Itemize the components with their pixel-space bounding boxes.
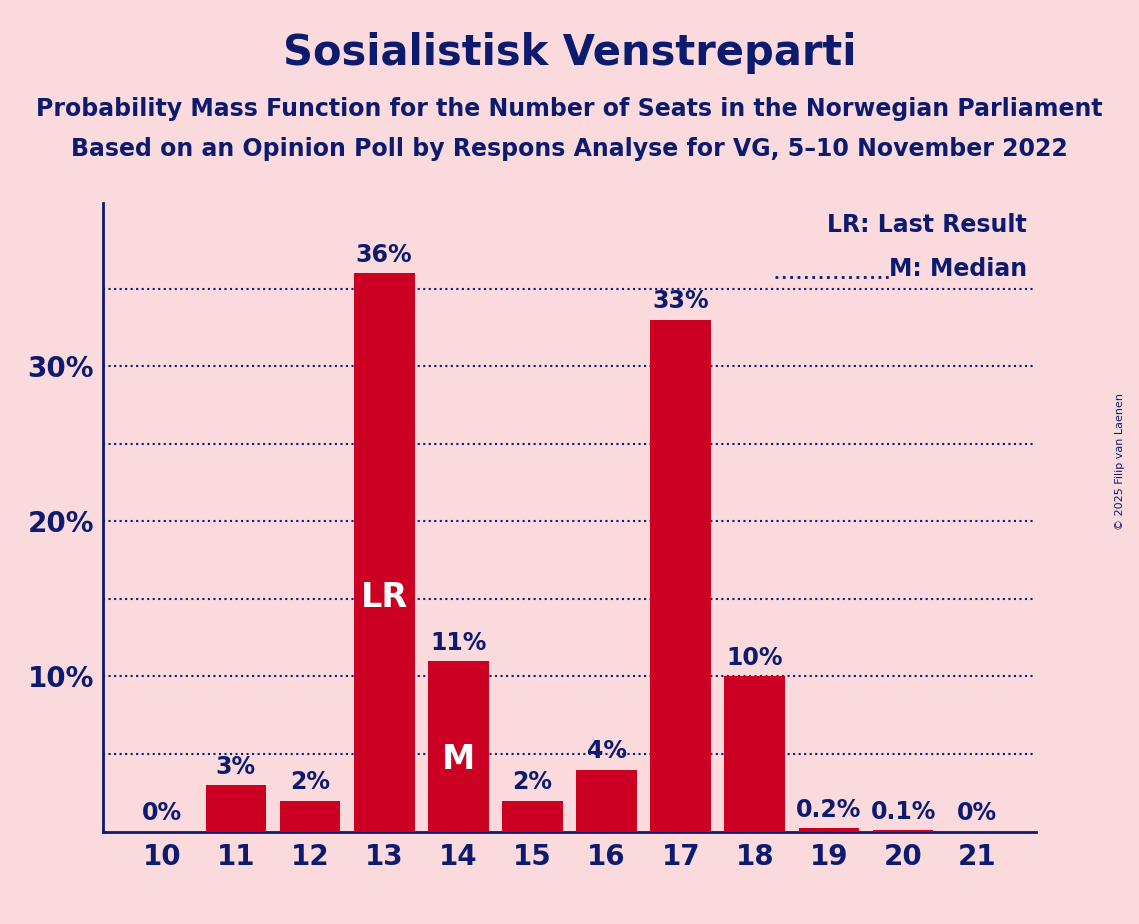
Text: 10%: 10%	[727, 646, 784, 670]
Bar	[502, 800, 563, 832]
Text: LR: Last Result: LR: Last Result	[827, 213, 1027, 237]
Text: 0%: 0%	[141, 801, 182, 825]
Text: 4%: 4%	[587, 739, 626, 763]
Bar	[428, 661, 489, 832]
Text: 11%: 11%	[431, 631, 486, 655]
Bar	[724, 676, 785, 832]
Bar	[872, 830, 934, 832]
Text: 0%: 0%	[957, 801, 998, 825]
Text: Probability Mass Function for the Number of Seats in the Norwegian Parliament: Probability Mass Function for the Number…	[36, 97, 1103, 121]
Text: Based on an Opinion Poll by Respons Analyse for VG, 5–10 November 2022: Based on an Opinion Poll by Respons Anal…	[71, 137, 1068, 161]
Text: © 2025 Filip van Laenen: © 2025 Filip van Laenen	[1115, 394, 1124, 530]
Text: LR: LR	[361, 580, 408, 614]
Text: 33%: 33%	[653, 289, 708, 313]
Text: 2%: 2%	[513, 771, 552, 795]
Text: M: Median: M: Median	[890, 257, 1027, 281]
Bar	[205, 785, 267, 832]
Text: Sosialistisk Venstreparti: Sosialistisk Venstreparti	[282, 32, 857, 74]
Text: 3%: 3%	[216, 755, 256, 779]
Bar	[576, 770, 637, 832]
Bar	[798, 829, 859, 832]
Bar	[280, 800, 341, 832]
Bar	[650, 320, 711, 832]
Text: 0.2%: 0.2%	[796, 798, 861, 822]
Bar	[354, 274, 415, 832]
Text: 0.1%: 0.1%	[870, 800, 936, 824]
Text: 36%: 36%	[355, 243, 412, 267]
Text: M: M	[442, 744, 475, 776]
Text: 2%: 2%	[290, 771, 330, 795]
